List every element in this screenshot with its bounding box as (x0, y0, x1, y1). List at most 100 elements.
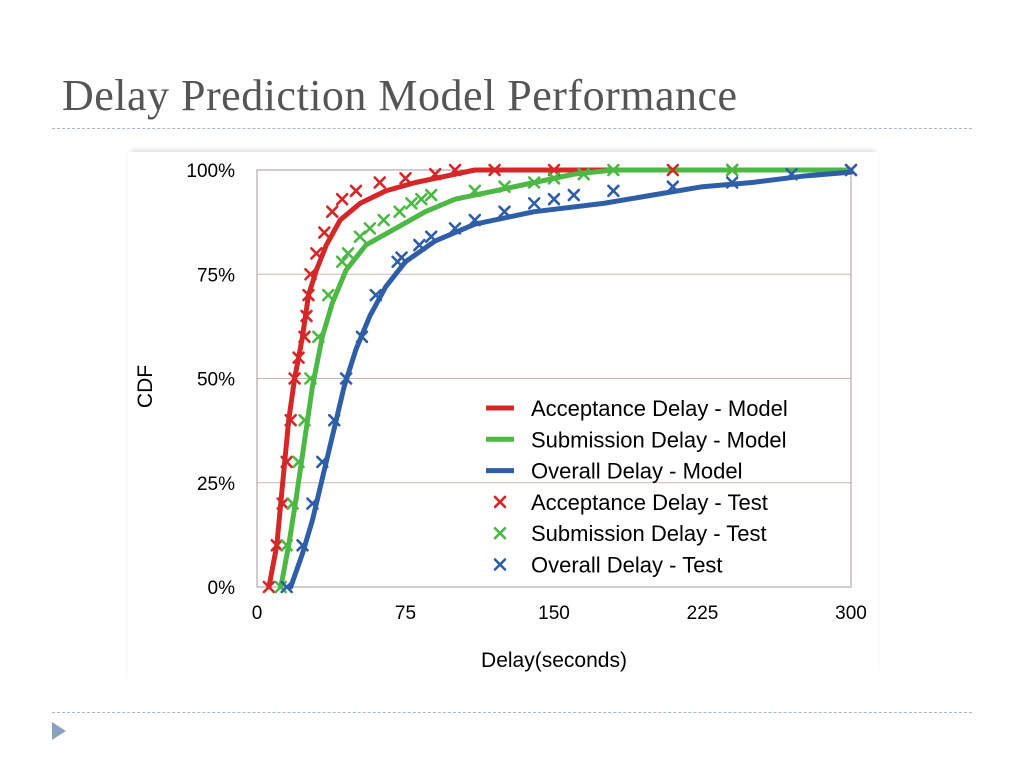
x-tick-label: 225 (687, 603, 719, 624)
data-point-marker (292, 455, 305, 469)
marker-stroke-b (292, 455, 305, 469)
data-point-marker (304, 372, 317, 385)
data-point-marker (304, 267, 317, 281)
marker-stroke-b (284, 413, 297, 427)
marker-stroke-b (488, 163, 501, 177)
data-point-marker (415, 192, 428, 206)
data-point-marker (413, 238, 426, 252)
data-point-marker (377, 213, 391, 227)
data-point-marker (844, 163, 858, 177)
x-tick-label: 300 (835, 603, 867, 624)
data-point-marker (448, 222, 462, 235)
data-point-marker (498, 180, 511, 193)
data-point-marker (298, 413, 311, 427)
marker-stroke-b (666, 180, 680, 193)
data-point-marker (567, 188, 581, 202)
data-point-marker (607, 163, 620, 177)
marker-stroke-b (349, 184, 363, 198)
legend-marker-swatch (493, 558, 507, 571)
marker-stroke-b (785, 167, 798, 181)
data-point-marker (321, 288, 335, 302)
marker-stroke-b (306, 497, 319, 510)
marker-stroke-b (270, 538, 284, 552)
data-point-marker (276, 497, 290, 510)
marker-stroke-b (498, 205, 511, 218)
data-point-marker (498, 205, 511, 218)
data-point-marker (369, 288, 383, 302)
grid-layer (257, 273, 851, 484)
marker-stroke-b (424, 230, 438, 244)
data-point-marker (395, 251, 408, 264)
marker-stroke-b (335, 255, 349, 269)
y-tick-label: 75% (197, 265, 235, 286)
marker-stroke-b (355, 330, 369, 344)
data-point-marker (310, 247, 323, 260)
marker-stroke-b (399, 172, 412, 185)
marker-stroke-b (369, 288, 383, 302)
data-point-marker (448, 163, 462, 177)
marker-stroke-b (276, 497, 290, 510)
marker-stroke-b (298, 330, 311, 344)
marker-stroke-b (527, 176, 541, 189)
data-point-marker (284, 413, 297, 427)
legend-label: Submission Delay - Test (531, 521, 767, 546)
marker-stroke-b (288, 372, 301, 385)
data-point-marker (292, 351, 305, 364)
data-point-marker (725, 163, 739, 177)
marker-stroke-b (415, 192, 428, 206)
marker-stroke-b (353, 230, 367, 244)
marker-stroke-b (377, 213, 391, 227)
marker-stroke-b (286, 497, 299, 510)
marker-stroke-b (577, 167, 591, 181)
y-tick-label: 25% (197, 474, 235, 495)
x-tick-label: 150 (538, 603, 570, 624)
data-point-marker (363, 222, 377, 235)
marker-stroke-b (373, 176, 387, 189)
marker-stroke-b (498, 180, 511, 193)
marker-stroke-b (292, 351, 305, 364)
data-point-marker (424, 188, 438, 202)
marker-stroke-b (300, 309, 313, 323)
chart-frame: 0% 25% 50% 75% 100% 0 75 150 225 300 Delay(second… (128, 152, 878, 682)
data-point-marker (547, 172, 561, 185)
data-point-marker (302, 288, 315, 302)
data-point-marker (353, 230, 367, 244)
data-point-marker (262, 580, 276, 594)
data-point-marker (399, 172, 412, 185)
series-layer (262, 163, 858, 594)
marker-stroke-b (327, 413, 341, 427)
marker-stroke-b (325, 205, 339, 218)
marker-stroke-b (339, 372, 353, 385)
marker-stroke-b (493, 495, 507, 509)
marker-stroke-b (428, 167, 442, 181)
legend-marker-swatch (493, 495, 507, 509)
legend-label: Overall Delay - Model (531, 459, 743, 484)
data-point-marker (296, 538, 309, 552)
marker-stroke-b (363, 222, 377, 235)
cdf-chart: 0% 25% 50% 75% 100% 0 75 150 225 300 Delay(second… (134, 161, 867, 672)
data-point-marker (327, 413, 341, 427)
marker-stroke-b (316, 455, 329, 469)
data-point-marker (666, 163, 680, 177)
data-point-marker (527, 197, 541, 210)
marker-stroke-b (393, 205, 406, 218)
marker-stroke-b (298, 413, 311, 427)
marker-stroke-b (321, 288, 335, 302)
data-point-marker (288, 372, 301, 385)
data-point-marker (355, 330, 369, 344)
data-point-marker (607, 184, 620, 198)
marker-stroke-b (725, 176, 739, 189)
data-point-marker (280, 538, 293, 552)
marker-stroke-b (844, 163, 858, 177)
x-tick-label: 0 (252, 603, 263, 624)
bullet-triangle-icon (52, 722, 66, 740)
data-point-marker (316, 455, 329, 469)
marker-stroke-b (468, 213, 482, 227)
marker-stroke-b (527, 197, 541, 210)
marker-stroke-b (493, 558, 507, 571)
data-point-marker (577, 167, 591, 181)
marker-stroke-b (424, 188, 438, 202)
marker-stroke-b (262, 580, 276, 594)
marker-stroke-b (304, 267, 317, 281)
data-point-marker (373, 176, 387, 189)
